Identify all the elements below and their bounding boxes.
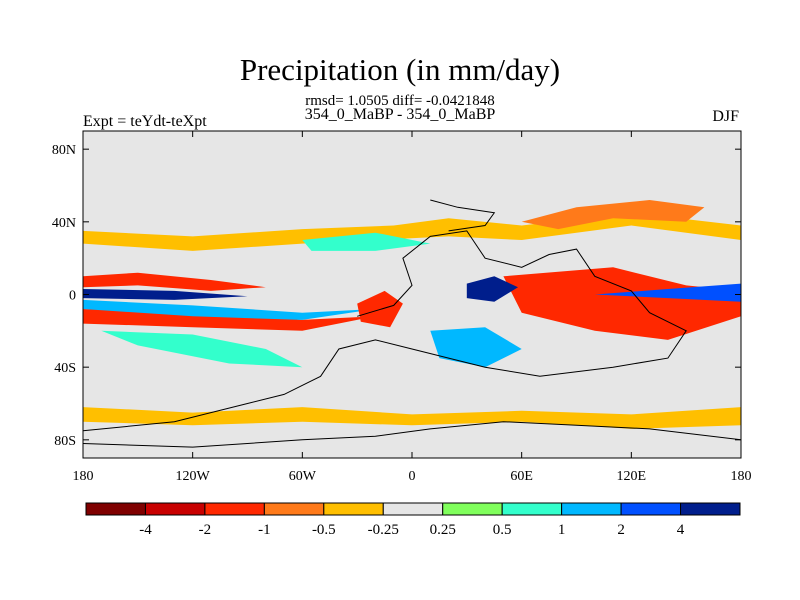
coastline-1 [83,421,741,448]
colorbar-box [144,502,206,516]
colorbar-box [382,502,444,516]
region-sp-moist [101,330,303,368]
x-tick-label: 0 [409,469,416,484]
region-nh-midlat-moist [302,232,431,251]
center-label: 354_0_MaBP - 354_0_MaBP [304,106,496,123]
colorbar-label: 1 [558,522,566,538]
region-eq-south-dry [83,309,376,331]
chart-title: Precipitation (in mm/day) [239,52,561,87]
coastline-2 [430,199,496,232]
stats-text: rmsd= 1.0505 diff= -0.0421848 [305,93,495,109]
colorbar-label: -1 [258,522,271,538]
left-label: Expt = teYdt-teXpt [83,113,207,130]
region-indian-dry [503,267,741,340]
colorbar-box [204,502,265,516]
region-s-africa-moist [430,327,522,368]
x-tick-label: 60W [289,469,317,484]
colorbar-box [561,502,622,516]
y-tick-label: 40N [52,216,76,231]
x-tick-label: 120E [617,469,647,484]
region-np-east-dry [521,200,705,230]
colorbar-box [620,502,682,516]
season-label: DJF [712,108,739,125]
colorbar-label: 4 [677,522,685,538]
region-pacific-east-wet [594,283,741,302]
colorbar-box [85,502,146,516]
y-tick-label: 80N [52,143,76,158]
y-tick-label: 0 [69,289,76,304]
colorbar-box [263,502,325,516]
x-tick-label: 180 [731,469,752,484]
colorbar-label: -0.5 [312,522,336,538]
y-tick-label: 80S [54,434,76,449]
colorbar-box [442,502,503,516]
x-tick-label: 60E [510,469,533,484]
colorbar-label: 0.5 [493,522,512,538]
colorbar-label: -4 [139,522,152,538]
region-africa-wet [466,276,518,302]
colorbar-box [501,502,563,516]
region-eq-north-dry [83,272,266,291]
coastline-0 [83,230,687,432]
region-southern-dry [83,407,741,429]
colorbar-label: 0.25 [430,522,456,538]
region-eq-wet-core [83,289,248,300]
x-tick-label: 120W [176,469,211,484]
region-eq-wet-band [83,299,376,320]
colorbar-label: -2 [199,522,212,538]
colorbar-box [323,502,384,516]
y-tick-label: 40S [54,361,76,376]
x-tick-label: 180 [73,469,94,484]
colorbar-label: -0.25 [368,522,399,538]
colorbar-label: 2 [617,522,625,538]
colorbar-box [680,502,741,516]
